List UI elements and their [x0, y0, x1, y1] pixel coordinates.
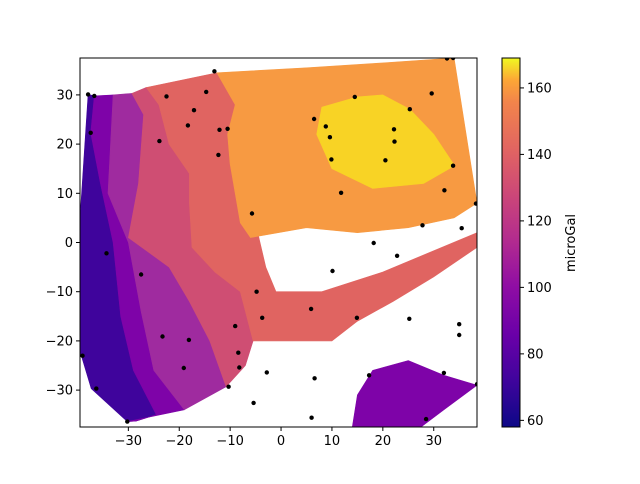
station-point	[85, 92, 91, 97]
x-tick-label: −10	[216, 434, 243, 449]
station-point	[164, 94, 169, 99]
x-tick-label: 20	[375, 434, 392, 449]
station-point	[473, 201, 477, 206]
station-point	[312, 376, 317, 381]
station-point	[80, 353, 85, 358]
station-point	[233, 323, 238, 329]
station-point	[450, 58, 456, 61]
plot-area	[80, 58, 477, 427]
station-point	[125, 419, 130, 424]
colorbar-tick-label: 80	[527, 347, 544, 362]
station-point	[441, 370, 447, 376]
station-point	[186, 337, 192, 343]
x-tick-label: −20	[166, 434, 193, 449]
station-point	[216, 152, 221, 158]
station-point	[391, 127, 397, 132]
station-point	[366, 373, 372, 378]
station-point	[204, 89, 209, 95]
station-point	[94, 386, 99, 391]
x-tick-label: −30	[115, 434, 142, 449]
y-tick-label: −20	[46, 334, 73, 349]
station-point	[308, 306, 314, 312]
station-point	[383, 158, 388, 163]
station-point	[237, 365, 242, 370]
station-point	[407, 107, 412, 112]
station-point	[251, 400, 256, 406]
station-point	[459, 226, 464, 231]
station-point	[92, 93, 97, 99]
station-point	[311, 116, 317, 122]
station-point	[352, 94, 357, 100]
station-point	[157, 138, 162, 144]
station-point	[407, 316, 412, 321]
station-point	[249, 211, 255, 216]
colorbar-tick-label: 100	[527, 281, 552, 296]
y-tick-label: 20	[56, 138, 73, 153]
station-point	[260, 315, 265, 320]
station-point	[429, 91, 434, 96]
station-point	[392, 139, 397, 144]
x-tick-label: 30	[425, 434, 442, 449]
station-point	[423, 416, 429, 422]
station-point	[185, 123, 191, 128]
station-point	[450, 163, 456, 168]
station-point	[212, 69, 217, 74]
x-tick-label: 0	[277, 434, 285, 449]
y-tick-label: −30	[46, 384, 73, 399]
colorbar-gradient	[501, 57, 521, 428]
station-point	[371, 240, 376, 246]
station-point	[88, 130, 93, 135]
y-tick-label: 0	[65, 236, 73, 251]
station-point	[225, 126, 230, 131]
station-point	[327, 135, 333, 140]
x-tick-label: 10	[324, 434, 341, 449]
contour-region-85-7	[351, 360, 477, 427]
station-point	[191, 108, 197, 113]
station-point	[181, 365, 186, 371]
station-point	[254, 289, 259, 294]
x-axis: −30 −20 −10 0 10 20 30	[115, 427, 442, 449]
station-point	[236, 350, 241, 355]
y-tick-label: 10	[56, 187, 73, 202]
colorbar-tick-label: 160	[527, 81, 552, 96]
station-point	[217, 127, 222, 132]
station-point	[330, 268, 335, 274]
station-point	[457, 332, 462, 338]
station-point	[226, 384, 231, 389]
colorbar-ticks: 60 80 100 120 140 160	[520, 81, 552, 429]
colorbar-tick-label: 140	[527, 148, 552, 163]
station-point	[323, 124, 328, 129]
station-point	[394, 253, 400, 258]
plot-frame	[79, 57, 478, 428]
station-point	[354, 315, 360, 320]
station-point	[309, 415, 314, 420]
colorbar-tick-label: 60	[527, 414, 544, 429]
station-point	[442, 188, 447, 193]
y-tick-label: 30	[56, 88, 73, 103]
station-point	[420, 223, 425, 228]
station-point	[474, 382, 477, 387]
colorbar-tick-label: 120	[527, 214, 552, 229]
y-axis: −30 −20 −10 0 10 20 30	[46, 88, 80, 399]
y-tick-label: −10	[46, 285, 73, 300]
station-point	[264, 370, 269, 375]
station-point	[444, 58, 450, 61]
station-point	[329, 157, 334, 162]
station-point	[338, 190, 344, 195]
station-point	[457, 322, 462, 327]
colorbar-label: microGal	[564, 214, 579, 272]
station-point	[104, 251, 109, 256]
colorbar: 60 80 100 120 140 160 microGal	[501, 57, 579, 429]
station-point	[138, 272, 144, 277]
station-point	[160, 334, 165, 339]
